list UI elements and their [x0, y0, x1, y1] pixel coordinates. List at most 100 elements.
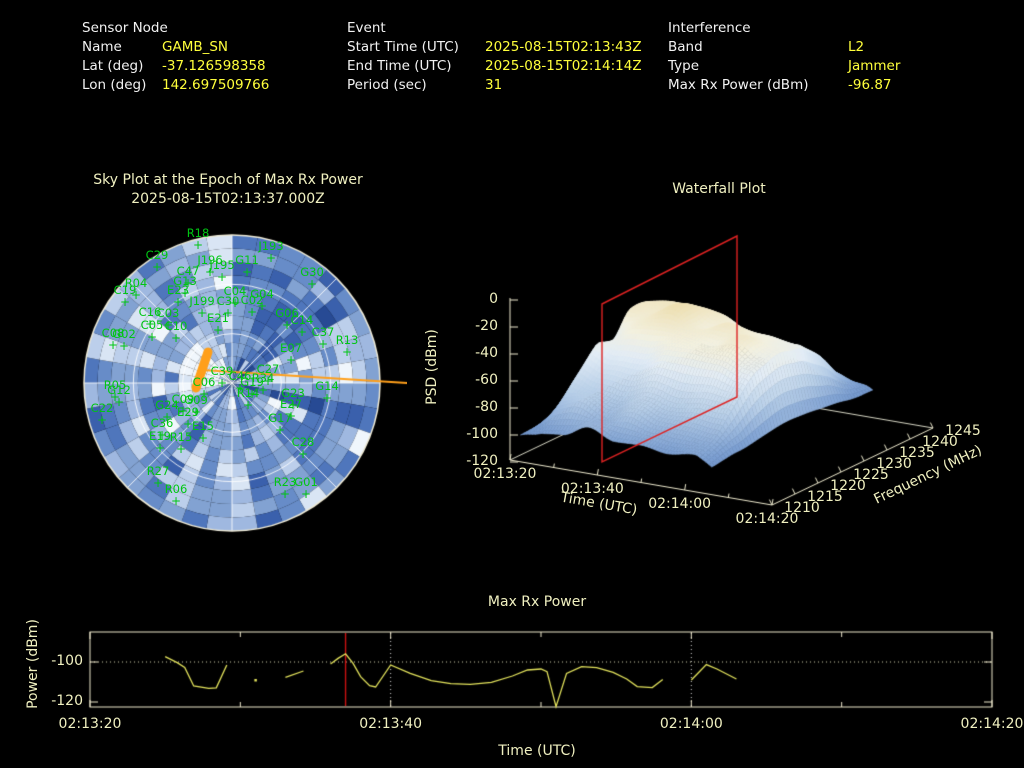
satellite-label-C28: C28: [291, 435, 315, 449]
satellite-marker-R34: +: [257, 383, 269, 397]
satellite-label-R14: R14: [236, 386, 260, 400]
satellite-label-C36: C36: [150, 416, 174, 430]
satellite-marker-C47: +: [182, 276, 194, 290]
satellite-marker-C09: +: [177, 404, 189, 418]
waterfall-psd-tick: 0: [489, 291, 498, 307]
waterfall-time-tick: 02:14:20: [735, 511, 799, 527]
satellite-label-G02: G02: [112, 327, 136, 341]
satellite-marker-C36: +: [156, 428, 168, 442]
satellite-label-J199: J199: [189, 294, 215, 308]
satellite-marker-G17: +: [274, 423, 286, 437]
sensor-node-title: Sensor Node: [82, 20, 168, 36]
satellite-label-G17: G17: [268, 411, 292, 425]
satellite-marker-G14: +: [321, 391, 333, 405]
field-value: 2025-08-15T02:13:43Z: [485, 39, 642, 55]
satellite-marker-G24: +: [161, 410, 173, 424]
satellite-marker-C37: +: [317, 337, 329, 351]
interference-panel: Interference Band L2 Type Jammer Max Rx Po…: [668, 19, 900, 95]
field-value: 31: [485, 77, 503, 93]
waterfall-frequency-tick: 1210: [784, 500, 820, 516]
field-value: GAMB_SN: [162, 39, 229, 55]
satellite-marker-G04: +: [256, 299, 268, 313]
satellite-label-R13: R13: [335, 333, 359, 347]
satellite-marker-J195: +: [216, 270, 228, 284]
waterfall-time-tick: 02:13:40: [560, 481, 624, 497]
waterfall-time-tick: 02:14:00: [648, 496, 712, 512]
max-rx-x-tick: 02:14:00: [659, 716, 723, 732]
waterfall-psd-tick: -40: [475, 345, 498, 361]
satellite-marker-R04: +: [130, 288, 142, 302]
satellite-label-C02: C02: [240, 293, 264, 307]
satellite-marker-C08: +: [107, 338, 119, 352]
satellite-marker-G02: +: [118, 339, 130, 353]
event-panel: Event Start Time (UTC) 2025-08-15T02:13:4…: [347, 19, 642, 95]
satellite-marker-G01: +: [300, 487, 312, 501]
satellite-marker-E21: +: [212, 323, 224, 337]
satellite-marker-E23: +: [172, 295, 184, 309]
satellite-marker-J199: +: [196, 306, 208, 320]
satellite-label-G04: G04: [250, 287, 274, 301]
satellite-marker-C29: +: [151, 260, 163, 274]
satellite-marker-G06: +: [281, 318, 293, 332]
waterfall-canvas: [420, 225, 1020, 535]
max-rx-x-tick: 02:13:40: [359, 716, 423, 732]
field-label: Lon (deg): [82, 77, 147, 93]
satellite-label-R34: R34: [251, 371, 275, 385]
satellite-marker-J193: +: [265, 251, 277, 265]
satellite-label-E15: E15: [192, 419, 214, 433]
satellite-marker-R18: +: [192, 238, 204, 252]
satellite-marker-C14: +: [296, 325, 308, 339]
satellite-label-C22: C22: [90, 401, 114, 415]
satellite-marker-E07: +: [285, 353, 297, 367]
satellite-label-R06: R06: [164, 482, 188, 496]
satellite-label-C29: C29: [145, 248, 169, 262]
satellite-marker-C30: +: [222, 306, 234, 320]
event-title: Event: [347, 20, 386, 36]
field-value: Jammer: [848, 58, 901, 74]
satellite-marker-R15: +: [175, 442, 187, 456]
satellite-label-J196: J196: [197, 253, 223, 267]
satellite-label-G19: G19: [240, 375, 264, 389]
satellite-marker-R05: +: [109, 390, 121, 404]
max-rx-x-tick: 02:14:20: [960, 716, 1024, 732]
interference-title: Interference: [668, 20, 751, 36]
field-label: Start Time (UTC): [347, 39, 459, 55]
satellite-label-C16: C16: [138, 305, 162, 319]
satellite-marker-C04: +: [229, 296, 241, 310]
field-value: -96.87: [848, 77, 892, 93]
satellite-label-C03: C03: [156, 306, 180, 320]
waterfall-frequency-tick: 1220: [830, 478, 866, 494]
field-label: Max Rx Power (dBm): [668, 77, 809, 93]
satellite-marker-C03: +: [162, 318, 174, 332]
waterfall-z-axis-label: PSD (dBm): [424, 329, 440, 405]
waterfall-psd-tick: -60: [475, 372, 498, 388]
field-label: End Time (UTC): [347, 58, 452, 74]
satellite-label-E21: E21: [207, 311, 229, 325]
satellite-marker-G11: +: [241, 265, 253, 279]
satellite-marker-C02: +: [246, 305, 258, 319]
satellite-marker-C28: +: [297, 447, 309, 461]
satellite-marker-E27: +: [285, 409, 297, 423]
field-value: -37.126598358: [162, 58, 266, 74]
satellite-label-C19: C19: [113, 283, 137, 297]
satellite-label-C09: C09: [171, 392, 195, 406]
satellite-label-E07: E07: [280, 341, 302, 355]
satellite-label-C30: C30: [216, 294, 240, 308]
satellite-marker-R23: +: [279, 487, 291, 501]
satellite-label-G30: G30: [300, 265, 324, 279]
satellite-label-R23: R23: [273, 475, 297, 489]
max-rx-x-axis-label: Time (UTC): [498, 743, 576, 759]
waterfall-frequency-tick: 1230: [876, 456, 912, 472]
satellite-label-C06: C06: [192, 375, 216, 389]
satellite-marker-E15: +: [197, 431, 209, 445]
satellite-marker-R14: +: [242, 398, 254, 412]
satellite-marker-E29: +: [182, 417, 194, 431]
satellite-label-C27: C27: [256, 362, 280, 376]
waterfall-frequency-tick: 1235: [899, 445, 935, 461]
satellite-marker-C46: +: [234, 381, 246, 395]
max-rx-x-tick: 02:13:20: [58, 716, 122, 732]
satellite-marker-R27: +: [152, 476, 164, 490]
satellite-marker-G19: +: [246, 387, 258, 401]
satellite-label-G01: G01: [294, 475, 318, 489]
